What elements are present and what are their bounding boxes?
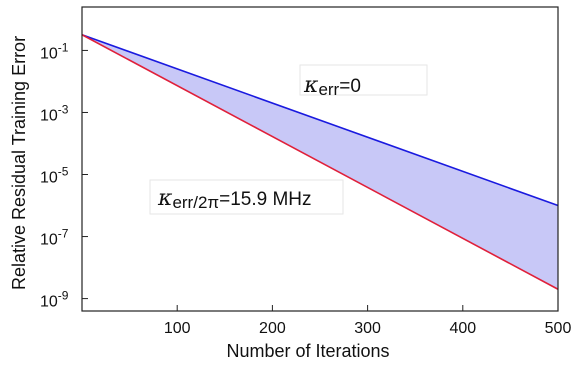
kappa-subscript: err/2π (172, 193, 219, 212)
x-tick-label: 500 (545, 320, 572, 337)
y-tick-label: 10-5 (40, 165, 69, 187)
kappa-symbol: κ (303, 73, 319, 98)
annotation-kerr-15-9mhz: κerr/2π=15.9 MHz (149, 179, 344, 215)
x-axis-label: Number of Iterations (226, 341, 389, 361)
y-axis-label: Relative Residual Training Error (9, 36, 29, 290)
series-line-kerr-0 (81, 34, 559, 207)
svg-text:κerr=0: κerr=0 (303, 73, 361, 99)
x-tick-label: 300 (354, 320, 381, 337)
y-tick-label: 10-1 (40, 40, 69, 62)
annotation-value: =15.9 MHz (219, 189, 311, 210)
annotation-value: =0 (339, 76, 361, 97)
svg-text:κerr/2π=15.9 MHz: κerr/2π=15.9 MHz (157, 186, 312, 212)
plot-frame (81, 6, 559, 312)
x-tick-label: 400 (449, 320, 476, 337)
y-ticks: 10-1 10-3 10-5 10-7 10-9 (40, 40, 88, 311)
x-tick-label: 200 (259, 320, 286, 337)
series-line-kerr-15-9mhz (81, 34, 559, 290)
y-tick-label: 10-7 (40, 227, 69, 249)
annotation-box (149, 179, 344, 215)
x-ticks: 100 200 300 400 500 (164, 305, 572, 337)
kappa-subscript: err (318, 80, 339, 99)
kappa-symbol: κ (157, 186, 173, 211)
annotation-box (299, 64, 428, 96)
x-tick-label: 100 (164, 320, 191, 337)
y-tick-label: 10-9 (40, 289, 69, 311)
y-tick-label: 10-3 (40, 102, 69, 124)
annotation-kerr-0: κerr=0 (299, 64, 428, 99)
